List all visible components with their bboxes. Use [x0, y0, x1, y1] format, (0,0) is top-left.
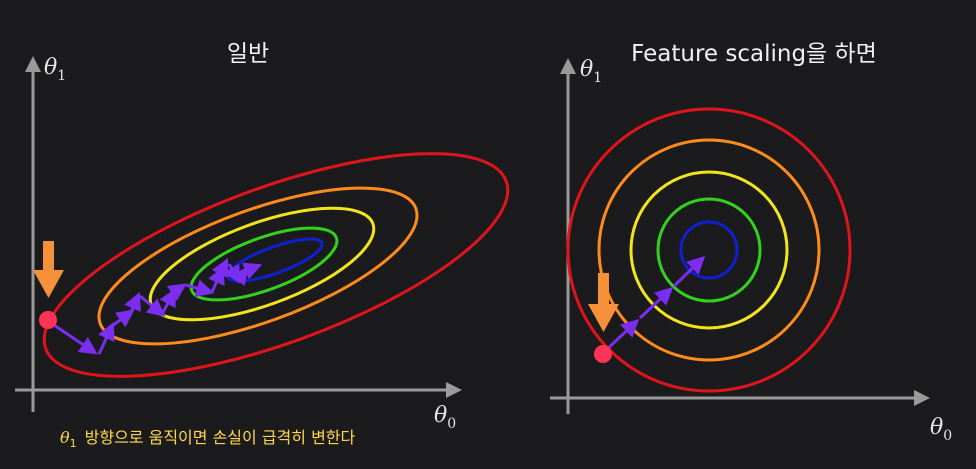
left-panel-title: 일반: [227, 41, 269, 67]
right-descent-path: [602, 255, 706, 354]
left-step-4: [124, 291, 141, 313]
left-step-9: [208, 265, 225, 293]
left-step-7: [166, 283, 187, 301]
right-step-1: [602, 318, 640, 354]
left-step-12: [230, 266, 249, 287]
right-panel-title: Feature scaling을 하면: [631, 41, 877, 67]
left-contour-4: [189, 226, 339, 302]
left-step-10: [211, 257, 229, 279]
left-step-6: [159, 288, 177, 315]
left-contour-outer: [42, 152, 510, 378]
left-y-axis-label: θ1: [44, 55, 66, 84]
right-contour-3: [629, 170, 789, 330]
right-contour-4: [656, 197, 762, 303]
right-y-axis-arrowhead: [560, 58, 576, 74]
left-step-8: [185, 279, 215, 297]
left-axes: [15, 56, 462, 412]
left-start-point: [39, 311, 57, 329]
left-step-13: [242, 262, 263, 280]
left-caption: θ1 방향으로 움직이면 손실이 급격히 변한다: [60, 428, 356, 450]
left-descent-path: [47, 257, 263, 355]
right-indicator-arrow: [588, 273, 619, 332]
left-contours: [42, 152, 510, 378]
right-contour-inner: [679, 220, 739, 280]
left-indicator-arrow: [33, 241, 64, 298]
right-contours: [566, 107, 852, 393]
left-x-axis-arrowhead: [446, 382, 462, 398]
left-step-5: [139, 294, 166, 317]
right-contour-outer: [566, 107, 852, 393]
right-panel: Feature scaling을 하면 θ1 θ0: [550, 41, 952, 444]
left-panel: 일반 θ1 θ0: [15, 41, 510, 450]
left-step-1: [47, 319, 98, 355]
right-contour-2: [597, 138, 821, 362]
right-y-axis-label: θ1: [580, 57, 602, 86]
right-x-axis-label: θ0: [930, 415, 952, 444]
left-y-axis-arrowhead: [25, 56, 41, 72]
right-start-point: [594, 345, 612, 363]
left-step-2: [97, 321, 115, 355]
left-x-axis-label: θ0: [434, 403, 456, 432]
right-step-3: [672, 255, 706, 288]
right-x-axis-arrowhead: [914, 390, 930, 406]
left-step-3: [111, 309, 135, 328]
right-step-2: [638, 286, 674, 320]
